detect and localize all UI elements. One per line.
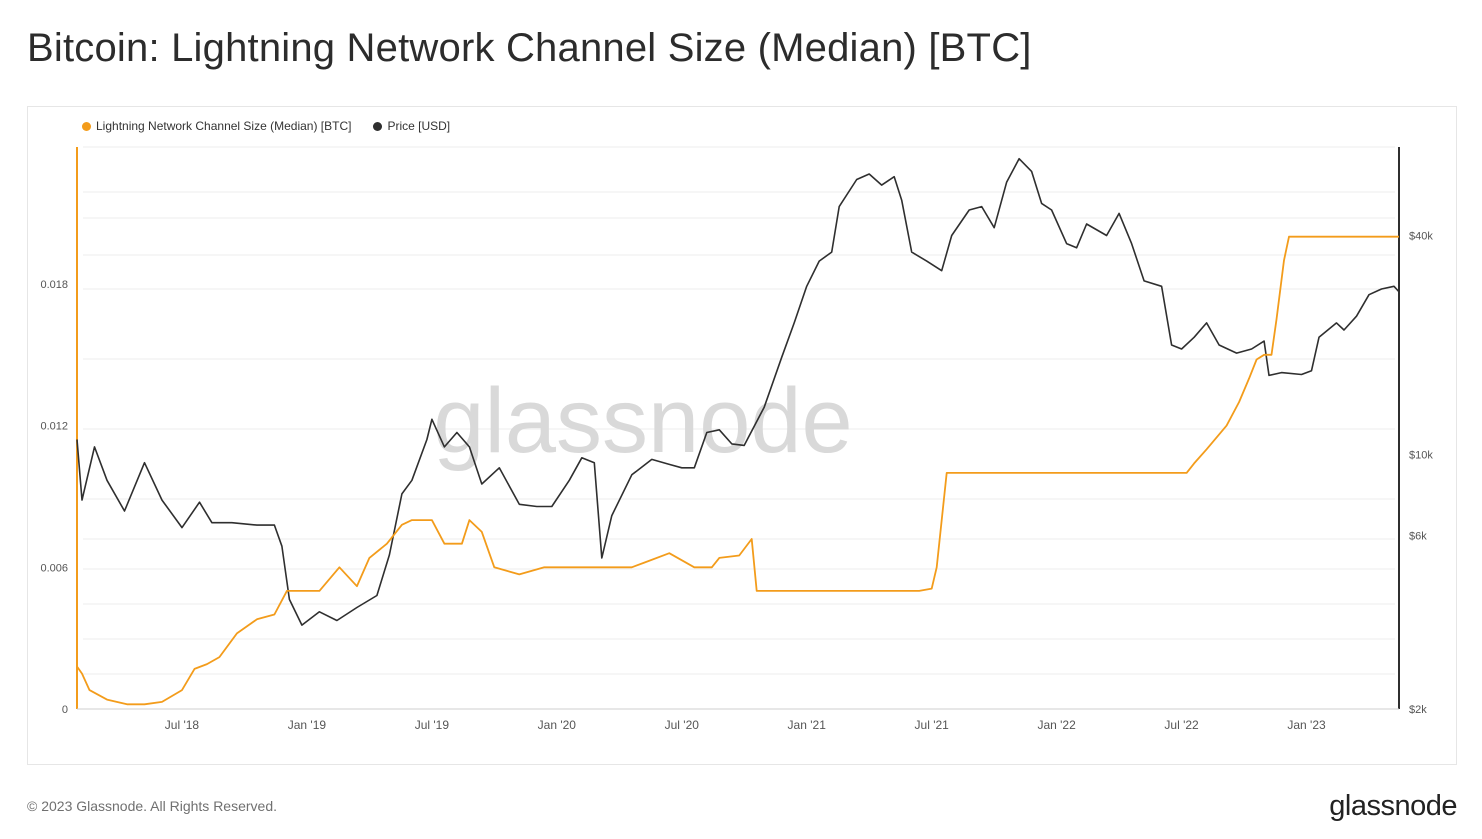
chart-panel: Lightning Network Channel Size (Median) … — [27, 106, 1457, 765]
x-tick-label: Jan '23 — [1287, 718, 1326, 732]
y-left-tick-label: 0.006 — [40, 562, 68, 574]
series-line-ln-channel-size — [76, 235, 1399, 706]
y-left-tick-label: 0.012 — [40, 421, 68, 433]
y-right-tick-label: $2k — [1409, 704, 1427, 716]
legend-item-ln[interactable]: Lightning Network Channel Size (Median) … — [82, 119, 351, 133]
brand-logo[interactable]: glassnode — [1329, 790, 1457, 822]
x-tick-label: Jan '21 — [788, 718, 827, 732]
x-tick-label: Jul '20 — [665, 718, 700, 732]
x-tick-label: Jul '19 — [415, 718, 450, 732]
series-line-price — [76, 157, 1400, 626]
y-right-tick-label: $6k — [1409, 530, 1427, 542]
x-tick-label: Jan '22 — [1037, 718, 1076, 732]
x-tick-label: Jul '22 — [1164, 718, 1199, 732]
x-tick-label: Jul '21 — [915, 718, 950, 732]
page-title: Bitcoin: Lightning Network Channel Size … — [27, 26, 1032, 70]
legend-label-ln: Lightning Network Channel Size (Median) … — [96, 119, 352, 133]
y-right-tick-label: $10k — [1409, 450, 1433, 462]
watermark-text: glassnode — [433, 370, 852, 472]
legend-dot-price-icon — [373, 121, 383, 131]
x-tick-label: Jan '19 — [288, 718, 327, 732]
legend-label-price: Price [USD] — [387, 119, 451, 133]
legend-dot-ln-icon — [82, 121, 91, 131]
x-tick-label: Jul '18 — [165, 718, 200, 732]
y-left-tick-label: 0.018 — [40, 279, 68, 291]
y-right-tick-label: $40k — [1409, 230, 1433, 242]
copyright-footer: © 2023 Glassnode. All Rights Reserved. — [27, 798, 278, 814]
y-left-tick-label: 0 — [62, 704, 68, 716]
chart-svg[interactable]: glassnode 0 0.006 0.012 0.018 $2k $6k $10k $40k J… — [28, 107, 1456, 764]
chart-legend: Lightning Network Channel Size (Median) … — [82, 119, 450, 133]
x-tick-label: Jan '20 — [538, 718, 577, 732]
legend-item-price[interactable]: Price [USD] — [373, 119, 450, 133]
